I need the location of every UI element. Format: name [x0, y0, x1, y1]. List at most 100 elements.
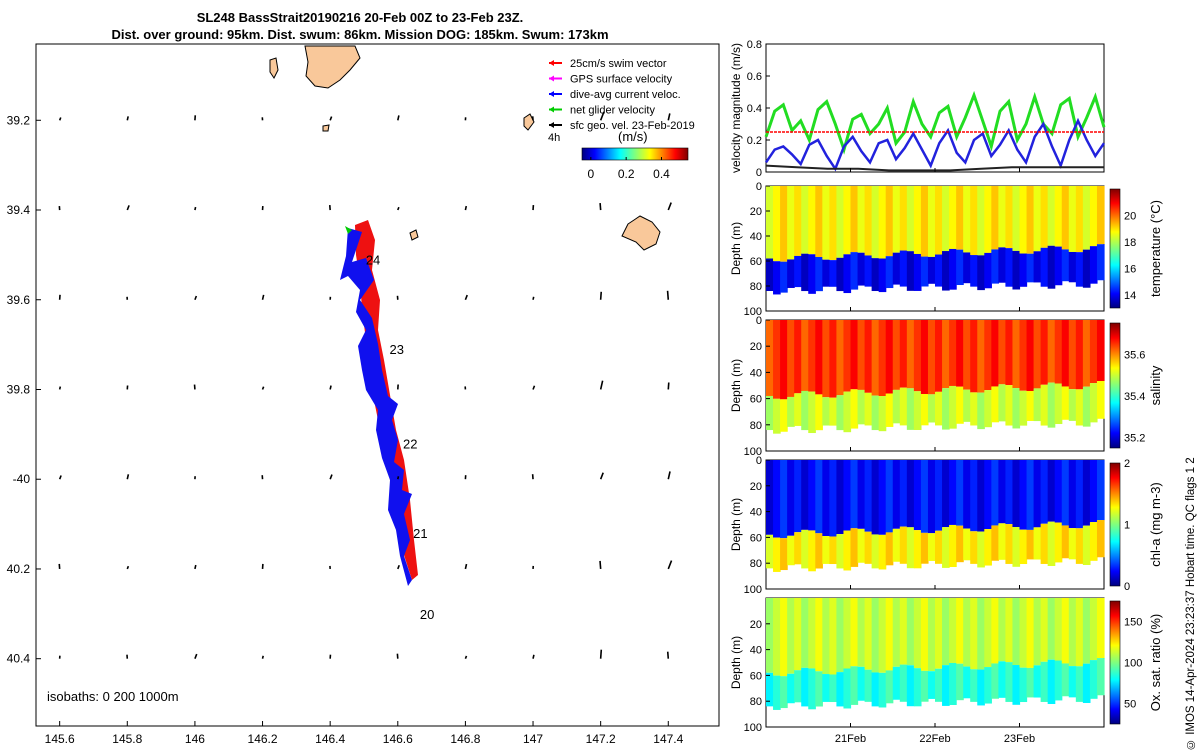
chla-cell	[815, 460, 823, 534]
legend-time-label: 4h	[548, 132, 560, 144]
salinity-cell	[766, 320, 774, 396]
temperature-cell	[829, 186, 838, 261]
temperature-cell	[984, 252, 992, 289]
oxygen-cell	[899, 598, 908, 665]
chla-cell	[1026, 529, 1035, 560]
salinity-cell	[1054, 383, 1063, 425]
velocity-y-tick-label: 0	[756, 167, 762, 179]
temperature-cell	[766, 258, 774, 291]
oxygen-colorbar	[1109, 600, 1121, 725]
oxygen-cell	[998, 661, 1007, 698]
chla-cell	[878, 534, 887, 570]
temperature-cell	[977, 255, 985, 291]
oxygen-cell	[892, 666, 901, 700]
salinity-y-tick-label: 20	[750, 341, 762, 353]
chla-cell	[949, 460, 957, 525]
chla-cell	[801, 460, 809, 530]
temperature-cell	[1047, 186, 1056, 246]
chla-cell	[927, 460, 936, 534]
map-y-tick-label: 39.8	[7, 382, 31, 396]
colorbar-tick-label: 0.4	[653, 167, 670, 181]
current-arrow	[194, 206, 197, 211]
map-y-tick-label: 39.2	[7, 113, 31, 127]
oxygen-cell	[906, 598, 915, 666]
chla-cell	[773, 460, 781, 538]
salinity-cell	[1012, 388, 1021, 429]
current-arrow	[667, 202, 672, 211]
oxygen-colorbar-tick-label: 150	[1124, 617, 1142, 629]
oxygen-cell	[949, 598, 957, 663]
chla-cell	[956, 525, 964, 563]
temperature-cell	[991, 186, 999, 250]
salinity-cell	[1082, 320, 1091, 387]
salinity-cell	[899, 387, 908, 426]
oxygen-cell	[892, 598, 901, 667]
chla-cell	[935, 530, 943, 564]
temperature-colorbar-tick-label: 18	[1124, 237, 1136, 249]
time-axis: 21Feb 22Feb 23Feb	[835, 168, 1035, 745]
velocity-y-tick-label: 0.6	[747, 71, 762, 83]
oxygen-cell	[1019, 598, 1028, 668]
current-arrow	[126, 565, 130, 570]
chla-cell	[1033, 460, 1042, 528]
current-arrow	[397, 115, 400, 121]
temperature-cell	[780, 261, 788, 293]
temperature-cell	[1012, 250, 1021, 290]
temperature-cell	[1019, 253, 1028, 287]
chla-cell	[1019, 529, 1028, 565]
oxygen-cell	[977, 669, 985, 706]
temperature-cell	[864, 255, 873, 287]
temperature-cell	[773, 261, 781, 295]
oxygen-cell	[822, 598, 830, 675]
temperature-cell	[843, 186, 852, 255]
oxygen-cell	[1068, 666, 1077, 698]
salinity-cell	[1026, 390, 1035, 421]
map-colorbar-ticks: 0 0.2 0.4	[587, 157, 670, 181]
current-arrow	[667, 471, 671, 480]
chla-cell	[920, 460, 929, 533]
legend-label: GPS surface velocity	[570, 74, 673, 86]
map-y-tick-label: 40.4	[7, 652, 31, 666]
current-arrow	[599, 472, 604, 480]
map-panel: 145.6 145.8 146 146.2 146.4 146.6 146.8 147 147.…	[7, 43, 720, 746]
oxygen-cell	[913, 668, 922, 707]
salinity-colorbar	[1109, 322, 1121, 449]
oxygen-cell	[829, 598, 838, 675]
temperature-cell	[1096, 244, 1105, 281]
chla-cell	[794, 532, 802, 565]
temperature-cell	[815, 256, 823, 292]
current-arrow	[532, 654, 535, 659]
chla-cell	[935, 460, 943, 531]
current-arrow	[599, 291, 603, 300]
oxygen-colorbar-tick-label: 100	[1124, 658, 1142, 670]
salinity-cell	[920, 320, 929, 394]
salinity-cell	[906, 320, 915, 389]
chla-cell	[808, 460, 816, 531]
temperature-cell	[1089, 246, 1098, 284]
oxygen-cell	[927, 598, 936, 672]
temperature-cell	[984, 186, 992, 253]
current-arrow	[464, 294, 468, 301]
temperature-cell	[787, 259, 795, 288]
salinity-cell	[787, 396, 795, 427]
chla-colorbar	[1109, 462, 1121, 587]
legend-arrowhead	[549, 91, 554, 97]
land-island-small-2	[523, 113, 535, 131]
chla-cell	[984, 460, 992, 530]
current-arrow	[126, 474, 130, 480]
temperature-cell	[801, 253, 809, 292]
chla-cell	[892, 528, 901, 562]
chla-cell	[1012, 527, 1021, 567]
chla-cell	[1047, 460, 1056, 522]
track-day-label: 24	[366, 252, 380, 267]
temperature-cell	[1068, 186, 1077, 252]
chla-ylabel: Depth (m)	[729, 498, 743, 551]
chla-cell	[1082, 460, 1091, 526]
time-tick-label: 23Feb	[1004, 733, 1035, 745]
map-x-tick-label: 145.8	[112, 732, 142, 746]
current-arrow	[667, 113, 671, 121]
temperature-cell	[1082, 249, 1091, 288]
map-legend: 25cm/s swim vector GPS surface velocity di…	[549, 58, 695, 132]
salinity-cell	[1061, 320, 1070, 387]
salinity-cell	[963, 320, 971, 390]
